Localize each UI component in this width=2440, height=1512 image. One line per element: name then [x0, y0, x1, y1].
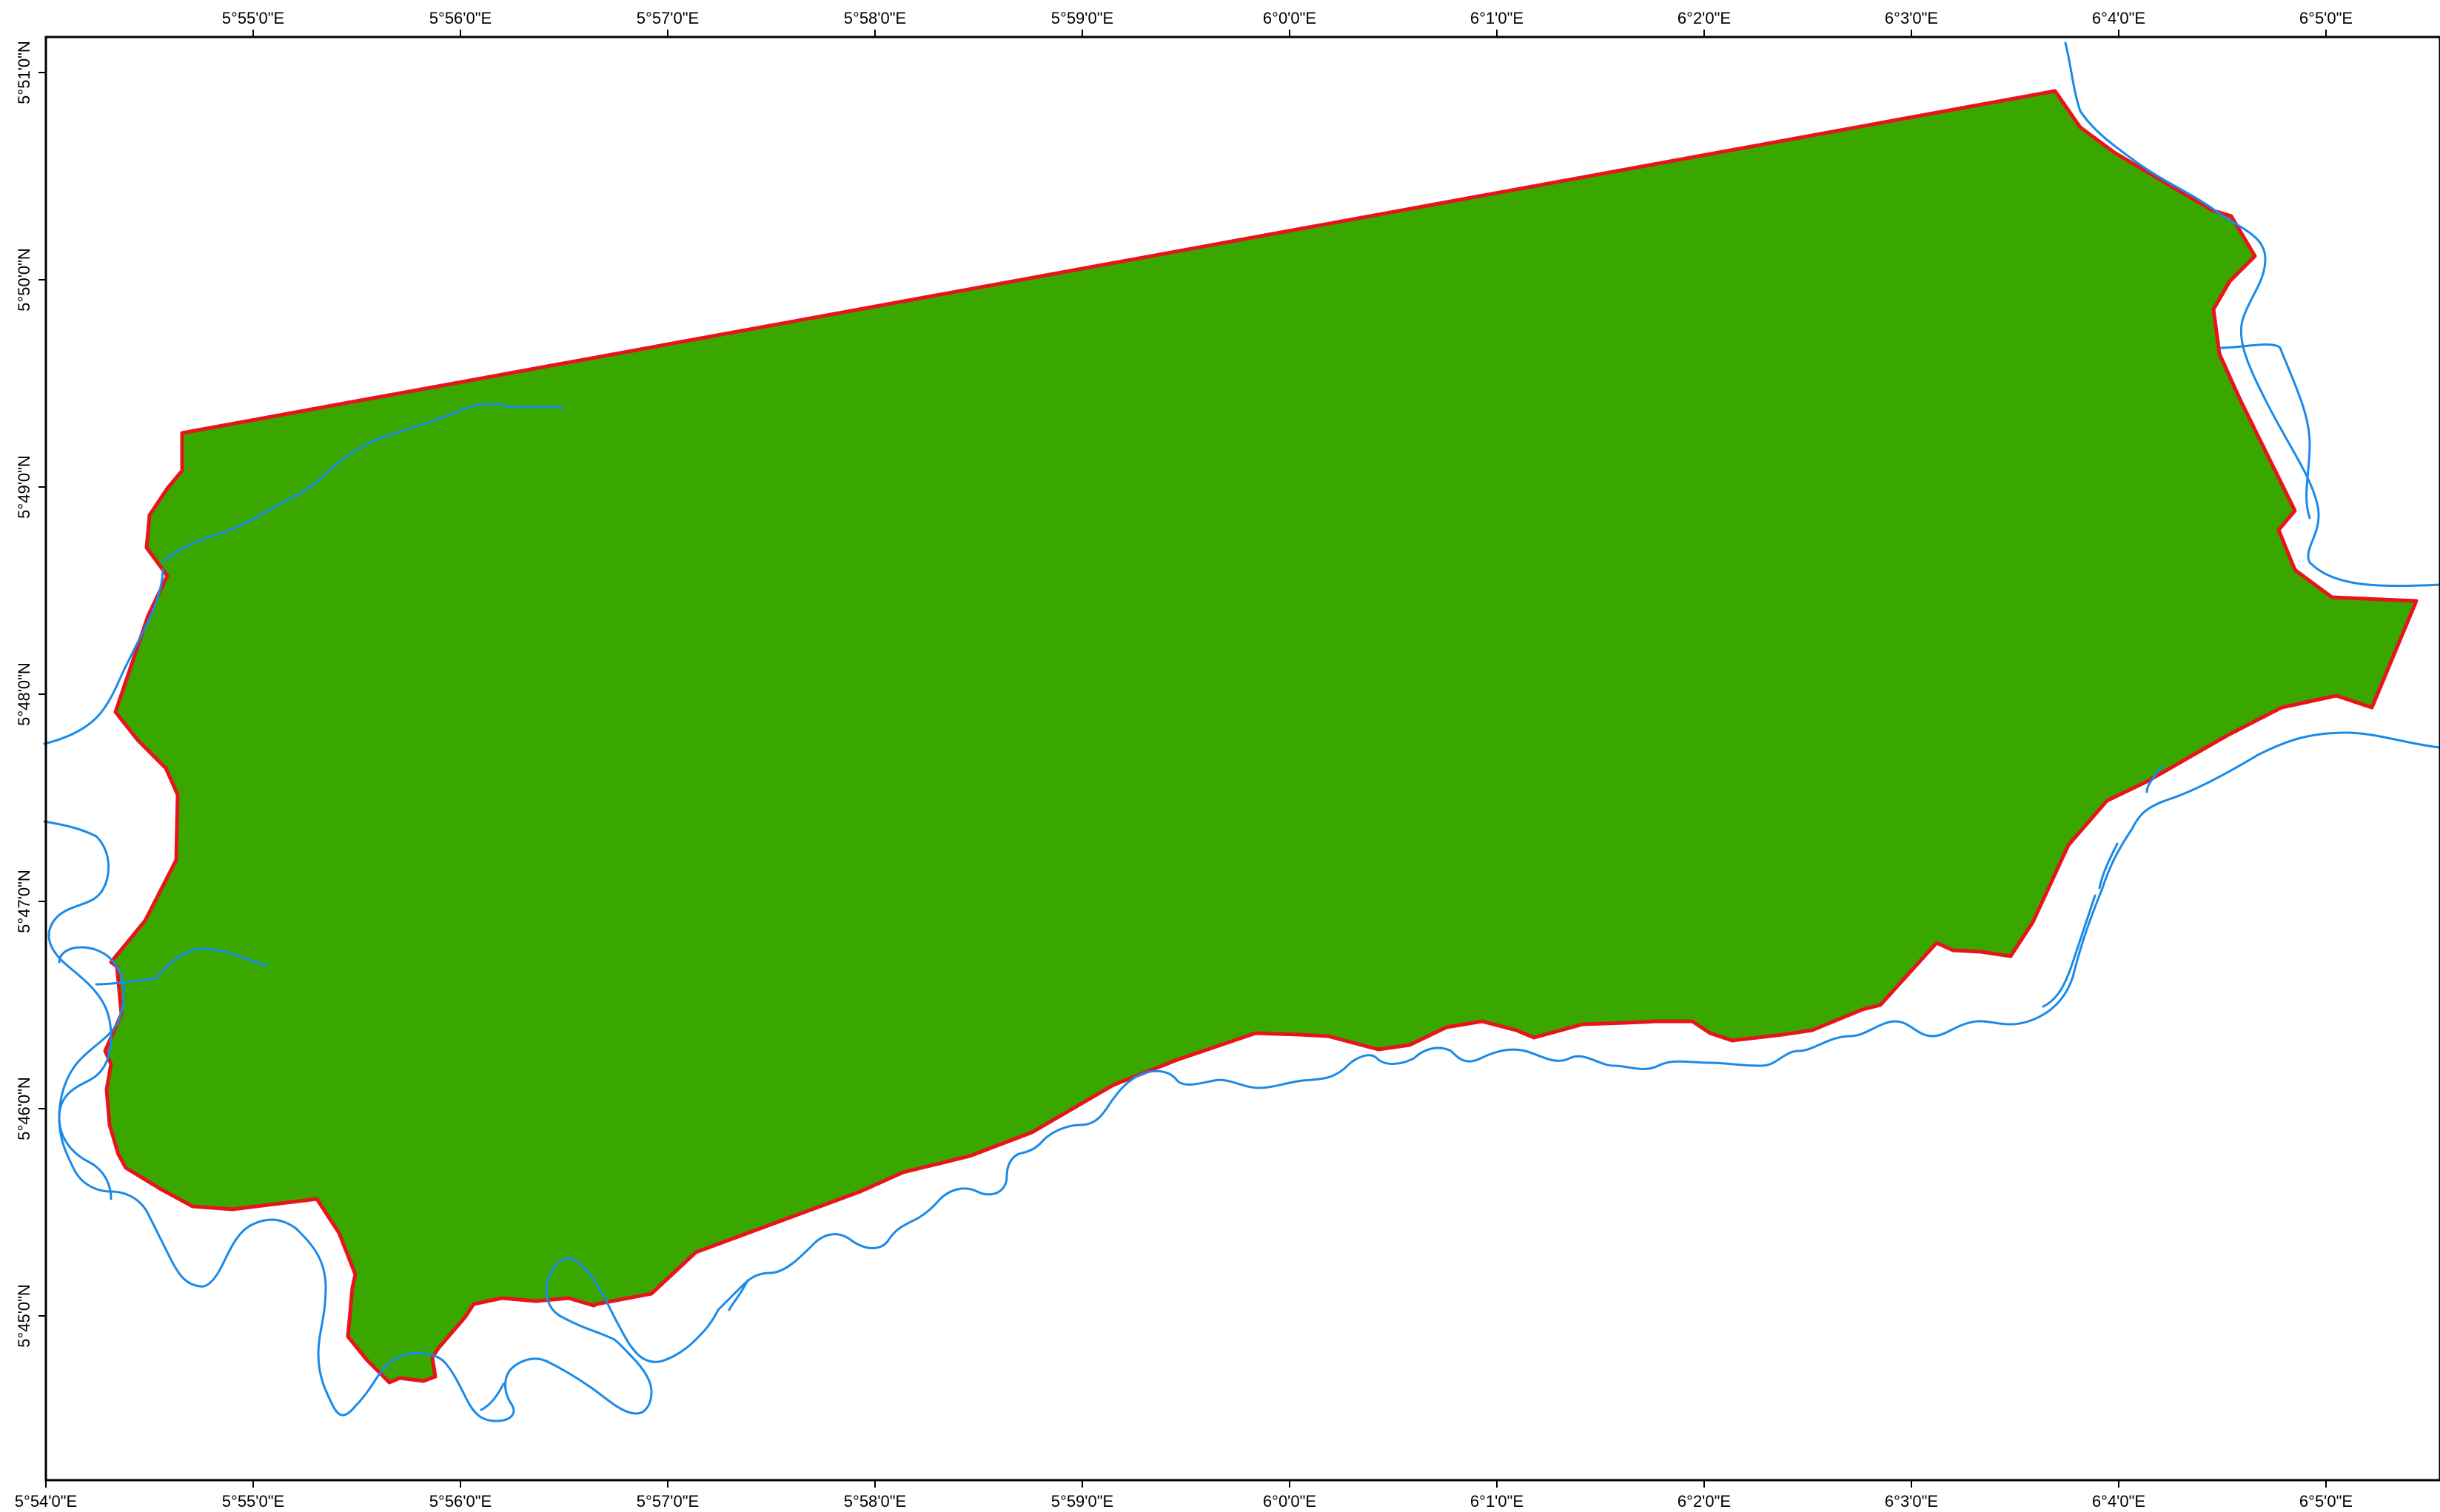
longitude-labels-top: 5°55'0"E 5°56'0"E 5°57'0"E 5°58'0"E 5°59'0"E…	[222, 9, 2353, 27]
longitude-label-top: 6°0'0"E	[1263, 9, 1316, 27]
longitude-label-bottom: 5°59'0"E	[1051, 1492, 1113, 1511]
latitude-label: 5°47'0"N	[15, 870, 33, 933]
longitude-label-top: 5°56'0"E	[429, 9, 492, 27]
left-tick-marks	[38, 72, 46, 1317]
river-tributary-west	[95, 947, 268, 986]
longitude-label-bottom: 6°2'0"E	[1678, 1492, 1731, 1511]
river-west	[43, 820, 113, 1200]
latitude-label: 5°49'0"N	[15, 455, 33, 519]
river-east-branch	[2219, 343, 2311, 520]
longitude-label-top: 5°55'0"E	[222, 9, 284, 27]
river-network	[43, 41, 2440, 1422]
river-south	[58, 731, 2440, 1422]
river-south-inner	[480, 765, 2163, 1411]
longitude-label-bottom: 6°5'0"E	[2299, 1492, 2353, 1511]
longitude-label-top: 5°57'0"E	[637, 9, 699, 27]
longitude-label-bottom: 5°55'0"E	[222, 1492, 284, 1511]
bottom-tick-marks	[45, 1480, 2327, 1488]
longitude-label-bottom: 5°58'0"E	[844, 1492, 906, 1511]
longitude-label-top: 6°4'0"E	[2092, 9, 2145, 27]
longitude-label-top: 5°58'0"E	[844, 9, 906, 27]
latitude-labels: 5°51'0"N 5°50'0"N 5°49'0"N 5°48'0"N 5°47'0"N…	[15, 41, 33, 1348]
longitude-label-bottom: 5°57'0"E	[637, 1492, 699, 1511]
map-frame	[44, 36, 2440, 1482]
longitude-label-bottom: 6°1'0"E	[1470, 1492, 1524, 1511]
longitude-label-top: 6°5'0"E	[2299, 9, 2353, 27]
top-tick-marks	[252, 30, 2327, 37]
river-east	[2064, 41, 2440, 588]
river-west-upper	[43, 568, 164, 745]
study-area-polygon[interactable]	[103, 89, 2419, 1385]
longitude-label-top: 6°2'0"E	[1678, 9, 1731, 27]
latitude-label: 5°51'0"N	[15, 41, 33, 104]
latitude-label: 5°46'0"N	[15, 1077, 33, 1140]
longitude-label-bottom: 6°4'0"E	[2092, 1492, 2145, 1511]
longitude-label-top: 6°1'0"E	[1470, 9, 1524, 27]
latitude-label: 5°50'0"N	[15, 248, 33, 312]
river-tributary-north	[161, 403, 564, 564]
longitude-label-top: 5°59'0"E	[1051, 9, 1113, 27]
longitude-label-bottom: 5°56'0"E	[429, 1492, 492, 1511]
longitude-label-top: 6°3'0"E	[1885, 9, 1938, 27]
longitude-label-bottom: 6°3'0"E	[1885, 1492, 1938, 1511]
latitude-label: 5°45'0"N	[15, 1284, 33, 1348]
latitude-label: 5°48'0"N	[15, 662, 33, 726]
longitude-labels-bottom: 5°54'0"E 5°55'0"E 5°56'0"E 5°57'0"E 5°58'0"E…	[15, 1492, 2353, 1511]
longitude-label-bottom: 6°0'0"E	[1263, 1492, 1316, 1511]
longitude-label-bottom: 5°54'0"E	[15, 1492, 77, 1511]
